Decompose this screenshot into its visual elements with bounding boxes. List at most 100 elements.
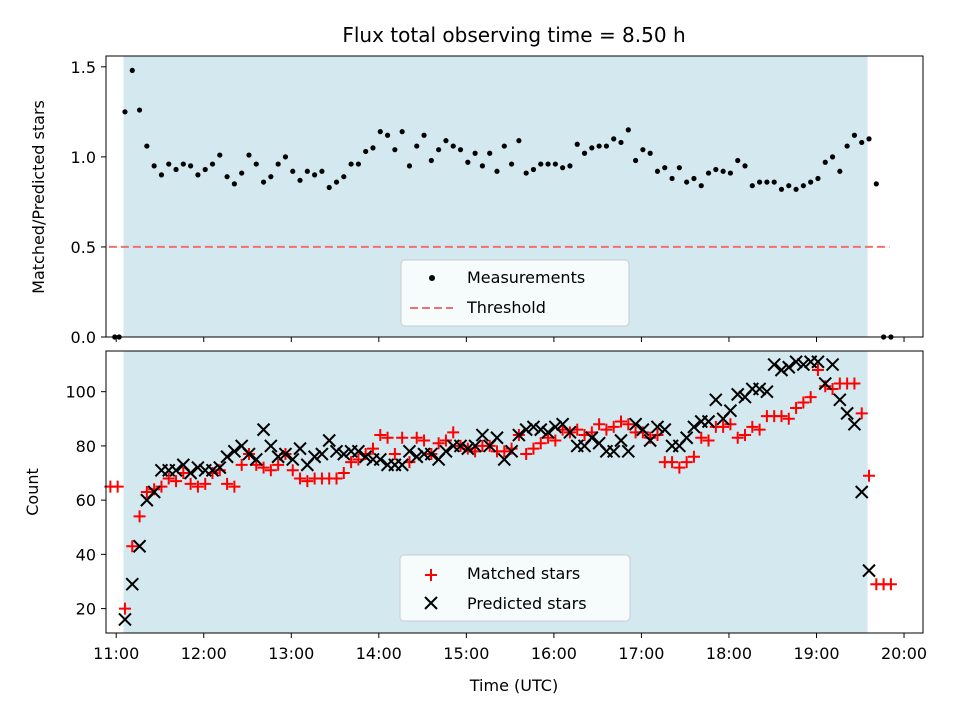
matched-star-point xyxy=(418,434,431,447)
measurement-point xyxy=(698,183,704,189)
predicted-star-point xyxy=(373,452,387,467)
predicted-star-point xyxy=(855,485,869,499)
y-ticks: 20 40 60 80 100 xyxy=(65,383,106,619)
matched-star-point xyxy=(184,477,197,490)
predicted-star-point xyxy=(118,612,132,627)
measurement-point xyxy=(560,165,566,171)
count-marks xyxy=(104,355,897,627)
predicted-star-point xyxy=(358,450,373,464)
predicted-star-point xyxy=(636,422,650,437)
measurement-point xyxy=(290,168,296,174)
measurement-point xyxy=(384,132,391,138)
chart-title: Flux total observing time = 8.50 h xyxy=(342,23,685,47)
measurement-point xyxy=(808,179,814,185)
matched-star-point xyxy=(439,434,452,447)
predicted-star-point xyxy=(307,450,322,464)
measurement-point xyxy=(647,150,653,156)
matched-star-point xyxy=(228,480,241,493)
predicted-star-point xyxy=(183,466,198,480)
measurement-point xyxy=(516,138,522,144)
measurement-point xyxy=(545,161,551,167)
measurement-point xyxy=(465,159,471,165)
measurement-point xyxy=(457,147,464,153)
measurement-point xyxy=(589,145,595,151)
matched-star-point xyxy=(724,418,737,431)
measurement-point xyxy=(260,179,267,185)
measurement-point xyxy=(370,145,376,151)
measurement-point xyxy=(662,165,668,171)
measurement-marks xyxy=(112,67,894,340)
measurement-point xyxy=(348,161,354,167)
predicted-star-point xyxy=(424,447,439,461)
matched-star-point xyxy=(345,456,358,469)
matched-star-point xyxy=(534,437,547,450)
matched-star-point xyxy=(753,423,766,436)
measurement-point xyxy=(815,175,821,182)
matched-star-point xyxy=(170,475,183,488)
matched-star-point xyxy=(527,442,540,455)
predicted-star-point xyxy=(475,428,490,442)
predicted-star-point xyxy=(614,433,628,448)
measurement-point xyxy=(487,150,493,156)
measurement-point xyxy=(574,141,580,147)
x-tick-label: 14:00 xyxy=(356,644,402,663)
predicted-star-point xyxy=(752,382,767,396)
predicted-star-point xyxy=(256,422,271,437)
measurement-point xyxy=(844,143,850,149)
measurement-point xyxy=(239,170,245,176)
predicted-star-point xyxy=(811,355,825,369)
matched-star-point xyxy=(272,458,285,471)
matched-star-point xyxy=(396,431,409,444)
predicted-star-point xyxy=(687,420,701,434)
measurement-point xyxy=(764,179,770,185)
matched-star-point xyxy=(797,396,810,409)
legend: Measurements Threshold xyxy=(400,259,630,327)
y-tick-label: 0.5 xyxy=(71,238,96,257)
predicted-star-point xyxy=(650,420,665,434)
measurement-point xyxy=(392,147,398,153)
predicted-star-point xyxy=(541,425,555,440)
predicted-star-point xyxy=(723,403,738,418)
matched-star-point xyxy=(250,458,263,471)
measurement-point xyxy=(669,175,675,182)
matched-star-point xyxy=(790,401,803,414)
predicted-star-point xyxy=(439,444,453,459)
measurement-point xyxy=(757,179,763,185)
matched-star-point xyxy=(294,472,307,485)
measurement-point xyxy=(654,168,661,174)
x-tick-label: 12:00 xyxy=(181,644,227,663)
x-axis-label: Time (UTC) xyxy=(469,676,558,695)
measurement-point xyxy=(581,150,588,156)
x-tick-label: 18:00 xyxy=(706,644,752,663)
y-axis-label: Count xyxy=(23,468,42,516)
matched-star-point xyxy=(585,426,598,439)
measurement-point xyxy=(866,136,872,142)
matched-star-point xyxy=(607,420,620,433)
measurement-point xyxy=(202,166,208,173)
predicted-star-point xyxy=(132,539,147,553)
matched-star-point xyxy=(855,407,868,420)
measurement-point xyxy=(319,168,325,174)
matched-star-point xyxy=(155,480,168,493)
predicted-star-point xyxy=(322,433,336,448)
predicted-star-point xyxy=(490,431,504,445)
matched-star-point xyxy=(520,448,533,461)
measurement-point xyxy=(691,175,697,182)
matched-star-point xyxy=(695,431,708,444)
measurement-point xyxy=(859,139,865,146)
measurement-point xyxy=(472,150,478,156)
measurement-point xyxy=(523,170,529,176)
measurement-point xyxy=(158,172,165,178)
predicted-star-point xyxy=(701,414,716,429)
measurement-point xyxy=(166,161,172,167)
matched-star-point xyxy=(337,467,350,480)
y-ticks: 0.0 0.5 1.0 1.5 xyxy=(71,58,106,347)
measurement-point xyxy=(333,179,340,185)
matched-star-point xyxy=(731,431,744,444)
matched-star-point xyxy=(600,423,613,436)
y-tick-label: 60 xyxy=(76,491,96,510)
matched-star-point xyxy=(286,464,299,477)
matched-star-point xyxy=(301,475,314,488)
predicted-star-point xyxy=(548,420,563,434)
